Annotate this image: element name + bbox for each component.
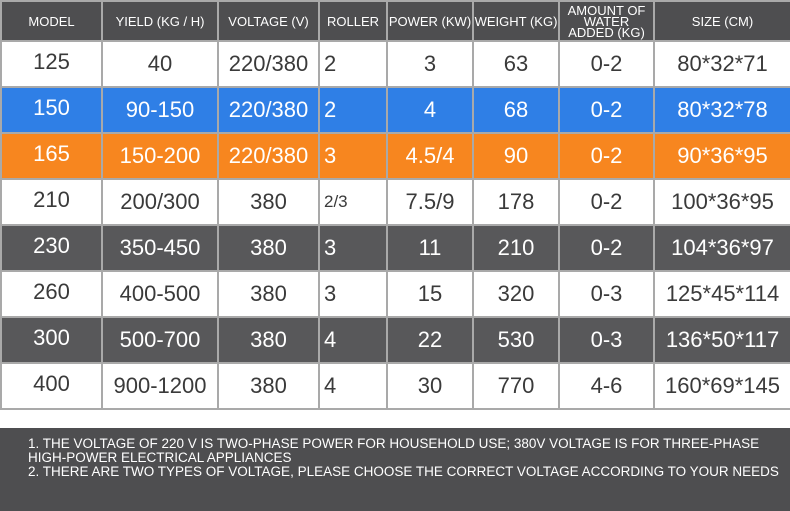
cell-water: 4-6 (558, 362, 655, 410)
cell-voltage: 380 (217, 316, 320, 364)
cell-yield: 40 (101, 40, 219, 88)
cell-voltage: 380 (217, 362, 320, 410)
cell-weight: 63 (472, 40, 560, 88)
cell-weight: 210 (472, 224, 560, 272)
cell-voltage: 380 (217, 270, 320, 318)
cell-size: 80*32*71 (653, 40, 790, 88)
note-voltage-choice: 2. THERE ARE TWO TYPES OF VOLTAGE, PLEAS… (28, 464, 779, 479)
cell-size: 160*69*145 (653, 362, 790, 410)
cell-roller: 4 (318, 362, 388, 410)
spec-table-container: MODEL YIELD (KG / H) VOLTAGE (V) ROLLER … (0, 0, 790, 410)
cell-model: 150 (0, 86, 103, 134)
cell-water: 0-2 (558, 224, 655, 272)
table-row: 150 90-150 220/380 2 4 68 0-2 80*32*78 (0, 86, 790, 134)
cell-model: 400 (0, 362, 103, 410)
spec-table: MODEL YIELD (KG / H) VOLTAGE (V) ROLLER … (0, 0, 790, 410)
cell-water: 0-3 (558, 316, 655, 364)
cell-size: 125*45*114 (653, 270, 790, 318)
header-roller: ROLLER (318, 0, 388, 42)
table-row: 260 400-500 380 3 15 320 0-3 125*45*114 (0, 270, 790, 318)
header-voltage: VOLTAGE (V) (217, 0, 320, 42)
notes-panel: 1. THE VOLTAGE OF 220 V IS TWO-PHASE POW… (0, 428, 790, 511)
cell-model: 260 (0, 270, 103, 318)
cell-yield: 90-150 (101, 86, 219, 134)
cell-roller: 2 (318, 40, 388, 88)
cell-power: 11 (386, 224, 474, 272)
cell-roller: 3 (318, 224, 388, 272)
cell-weight: 90 (472, 132, 560, 180)
cell-model: 230 (0, 224, 103, 272)
cell-power: 7.5/9 (386, 178, 474, 226)
note-voltage-explanation: 1. THE VOLTAGE OF 220 V IS TWO-PHASE POW… (28, 436, 760, 465)
cell-roller: 3 (318, 132, 388, 180)
cell-size: 136*50*117 (653, 316, 790, 364)
cell-model: 300 (0, 316, 103, 364)
cell-water: 0-2 (558, 178, 655, 226)
cell-voltage: 220/380 (217, 86, 320, 134)
cell-size: 104*36*97 (653, 224, 790, 272)
cell-water: 0-2 (558, 132, 655, 180)
cell-weight: 530 (472, 316, 560, 364)
table-row: 300 500-700 380 4 22 530 0-3 136*50*117 (0, 316, 790, 364)
cell-voltage: 220/380 (217, 132, 320, 180)
header-size: SIZE (CM) (653, 0, 790, 42)
cell-water: 0-2 (558, 40, 655, 88)
cell-power: 15 (386, 270, 474, 318)
cell-voltage: 380 (217, 224, 320, 272)
cell-power: 4.5/4 (386, 132, 474, 180)
cell-voltage: 220/380 (217, 40, 320, 88)
cell-weight: 178 (472, 178, 560, 226)
header-yield: YIELD (KG / H) (101, 0, 219, 42)
header-row: MODEL YIELD (KG / H) VOLTAGE (V) ROLLER … (0, 0, 790, 42)
cell-yield: 350-450 (101, 224, 219, 272)
table-row: 125 40 220/380 2 3 63 0-2 80*32*71 (0, 40, 790, 88)
cell-power: 30 (386, 362, 474, 410)
cell-yield: 200/300 (101, 178, 219, 226)
cell-size: 80*32*78 (653, 86, 790, 134)
header-water: AMOUNT OF WATER ADDED (KG) (558, 0, 655, 42)
header-weight: WEIGHT (KG) (472, 0, 560, 42)
cell-yield: 150-200 (101, 132, 219, 180)
cell-voltage: 380 (217, 178, 320, 226)
cell-roller: 4 (318, 316, 388, 364)
cell-yield: 400-500 (101, 270, 219, 318)
cell-roller: 2/3 (318, 178, 388, 226)
cell-yield: 900-1200 (101, 362, 219, 410)
cell-weight: 770 (472, 362, 560, 410)
cell-roller: 2 (318, 86, 388, 134)
cell-size: 100*36*95 (653, 178, 790, 226)
cell-weight: 68 (472, 86, 560, 134)
header-model: MODEL (0, 0, 103, 42)
cell-roller: 3 (318, 270, 388, 318)
spec-table-body: 125 40 220/380 2 3 63 0-2 80*32*71 150 90-150 220/… (0, 40, 790, 410)
cell-yield: 500-700 (101, 316, 219, 364)
cell-weight: 320 (472, 270, 560, 318)
cell-water: 0-2 (558, 86, 655, 134)
cell-model: 125 (0, 40, 103, 88)
table-row: 210 200/300 380 2/3 7.5/9 178 0-2 100*36*95 (0, 178, 790, 226)
cell-model: 210 (0, 178, 103, 226)
cell-model: 165 (0, 132, 103, 180)
cell-size: 90*36*95 (653, 132, 790, 180)
table-row: 165 150-200 220/380 3 4.5/4 90 0-2 90*36*95 (0, 132, 790, 180)
table-row: 400 900-1200 380 4 30 770 4-6 160*69*145 (0, 362, 790, 410)
cell-power: 3 (386, 40, 474, 88)
cell-power: 4 (386, 86, 474, 134)
cell-power: 22 (386, 316, 474, 364)
cell-water: 0-3 (558, 270, 655, 318)
table-row: 230 350-450 380 3 11 210 0-2 104*36*97 (0, 224, 790, 272)
header-power: POWER (KW) (386, 0, 474, 42)
